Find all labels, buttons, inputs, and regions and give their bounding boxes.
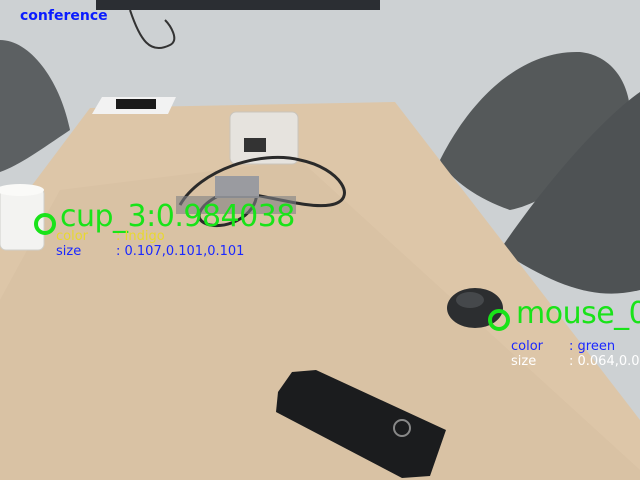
cup-rim [0,184,44,196]
mouse-color-label: color [511,339,544,354]
cable [178,155,346,228]
box-contents [244,138,266,152]
cup-size-label: size [56,244,82,259]
mouse-color-value: : green [569,339,616,354]
mouse-highlight [456,292,484,308]
mouse-detection-marker [488,309,510,331]
cup-size-value: : 0.107,0.101,0.101 [116,244,245,259]
monitor-cable [129,9,176,50]
chair-left [0,40,70,172]
cup-detection-marker [34,213,56,235]
phone-ring [393,419,411,437]
adapter-shadow [176,196,296,214]
cup-detection-title: cup_3:0.984038 [60,199,295,234]
monitor-edge [96,0,380,10]
adapter [215,176,259,198]
phone [276,370,446,478]
mouse-size-value: : 0.064,0.0 [569,354,640,369]
chair-right-front [500,92,640,294]
scene-label: conference [20,8,108,24]
table-shade [0,160,640,480]
mouse-detection-title: mouse_0 [516,296,640,331]
fiducial-tag-pattern [116,99,156,109]
cup-color-label: color [56,229,89,244]
mouse-size-label: size [511,354,537,369]
chair-right-back [440,51,630,210]
cup-color-value: : Indigo [116,229,165,244]
